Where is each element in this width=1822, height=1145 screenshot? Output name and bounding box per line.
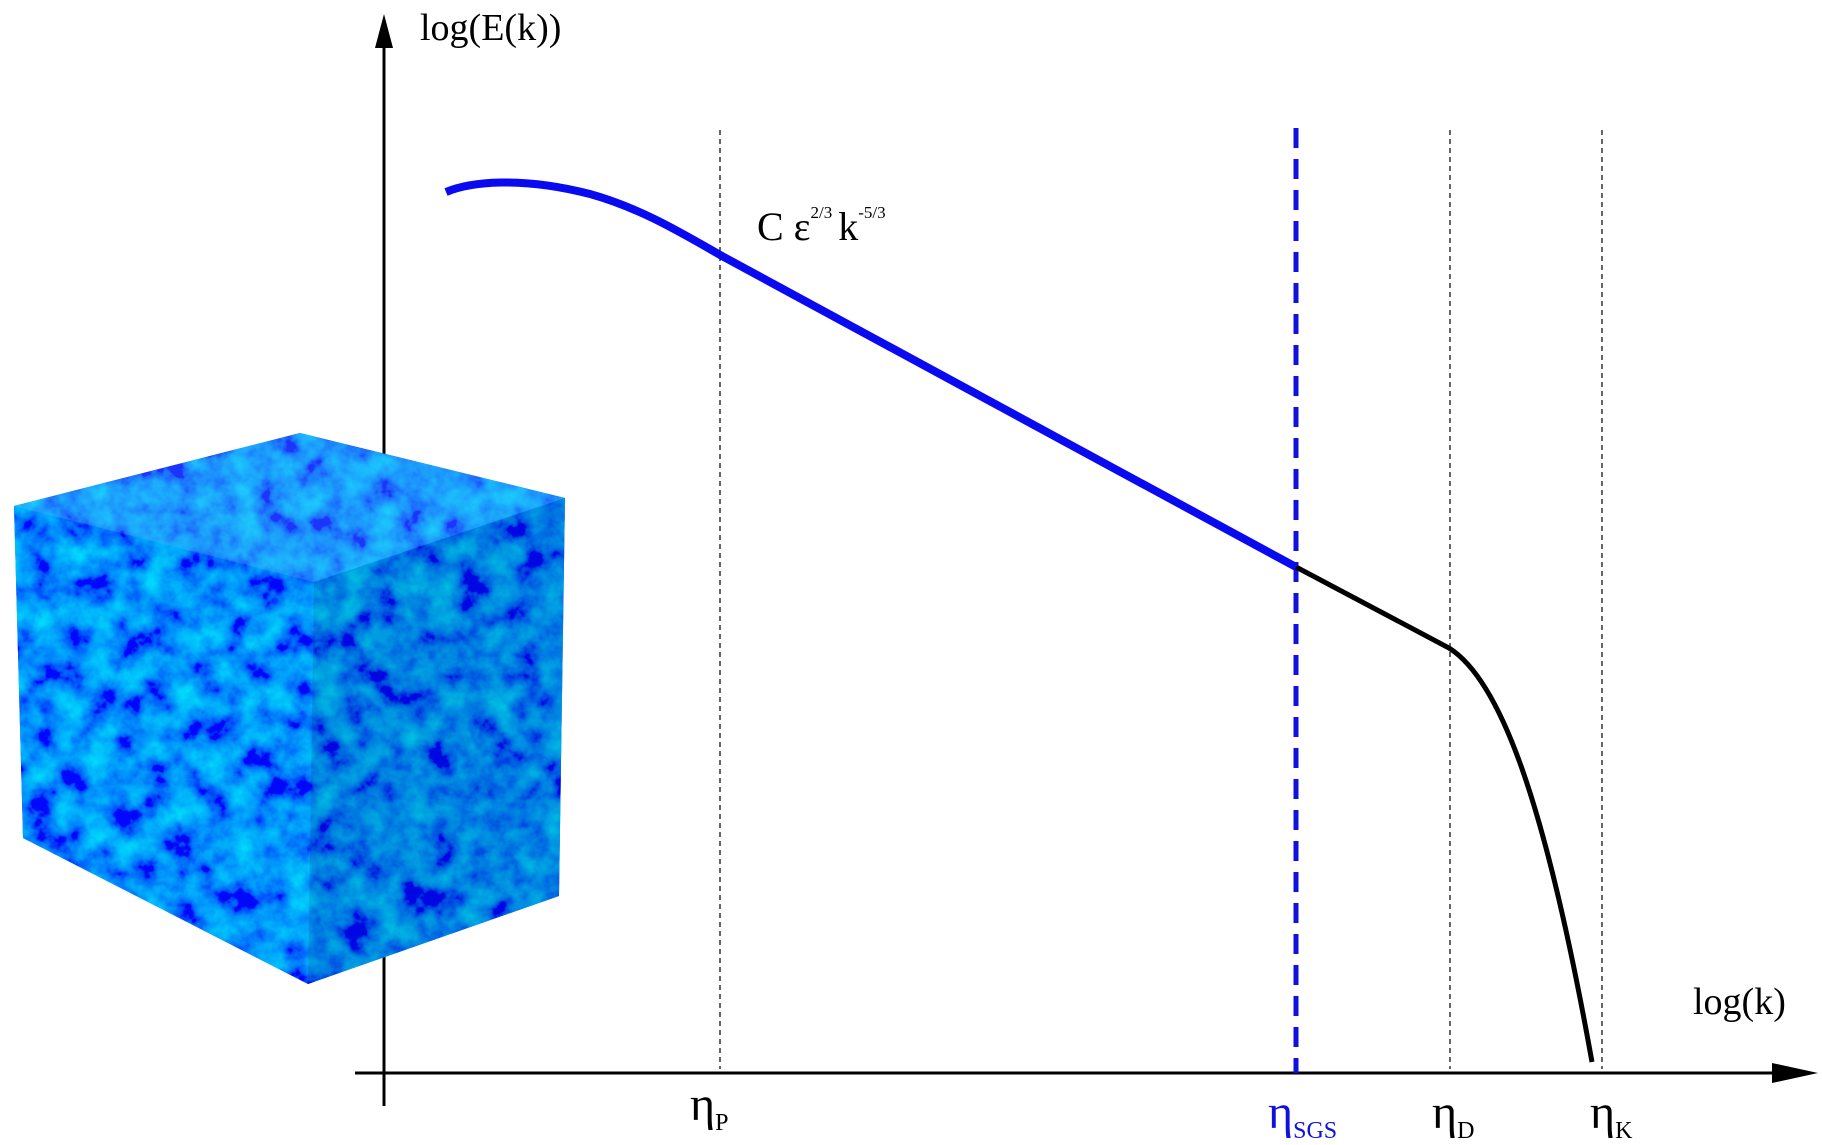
label-part: K <box>1615 1118 1633 1144</box>
label-part: η <box>690 1078 715 1131</box>
annotation-part: k <box>838 204 858 249</box>
x-arrow <box>1772 1063 1818 1083</box>
label-part: η <box>1590 1086 1615 1139</box>
x-axis-label: log(k) <box>1693 981 1786 1023</box>
y-axis-label: log(E(k)) <box>420 7 561 49</box>
subgrid-spectrum <box>1294 564 1595 1063</box>
label-part: D <box>1457 1118 1474 1144</box>
label-part: SGS <box>1293 1118 1337 1144</box>
annotation-part: C ε <box>757 204 810 249</box>
marker-label: ηK <box>1590 1086 1633 1144</box>
marker-label: ηSGS <box>1268 1086 1337 1144</box>
marker-label: ηD <box>1432 1086 1474 1144</box>
label-part: η <box>1268 1086 1293 1139</box>
annotation-exponent: -5/3 <box>858 203 885 222</box>
marker-label: ηP <box>690 1078 728 1136</box>
label-part: P <box>715 1110 728 1136</box>
annotation: C ε2/3 k-5/3 <box>757 203 886 249</box>
label-part: η <box>1432 1086 1457 1139</box>
y-arrow <box>375 14 393 48</box>
resolved-spectrum <box>444 178 1298 571</box>
turbulence-cube <box>14 433 565 984</box>
annotation-exponent: 2/3 <box>810 203 832 222</box>
